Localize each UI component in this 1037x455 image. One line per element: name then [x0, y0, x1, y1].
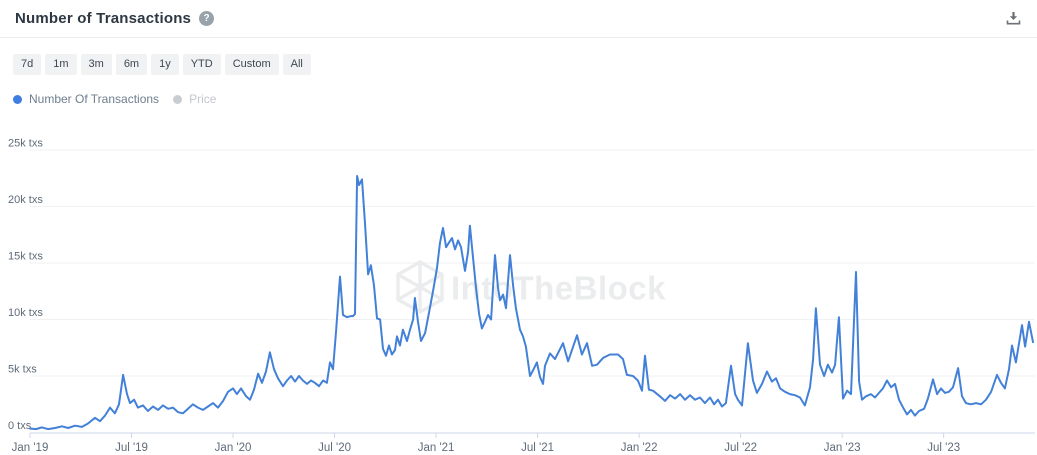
- x-axis-label: Jan '20: [215, 442, 252, 454]
- chart-legend: Number Of Transactions Price: [13, 92, 1037, 106]
- y-axis-label: 10k txs: [8, 307, 43, 319]
- range-button-6m[interactable]: 6m: [115, 54, 148, 76]
- range-button-3m[interactable]: 3m: [80, 54, 112, 76]
- legend-item-price[interactable]: Price: [173, 92, 216, 106]
- legend-label: Price: [189, 92, 217, 107]
- x-axis-label: Jul '21: [521, 442, 554, 454]
- transactions-line-series: [29, 175, 1034, 431]
- legend-item-transactions[interactable]: Number Of Transactions: [13, 92, 159, 106]
- time-range-selector: 7d 1m 3m 6m 1y YTD Custom All: [13, 54, 1037, 76]
- y-axis-label: 5k txs: [8, 364, 37, 376]
- download-icon[interactable]: [1005, 10, 1022, 27]
- watermark-logo: IntoTheBlock: [396, 260, 666, 314]
- range-button-1m[interactable]: 1m: [45, 54, 77, 76]
- range-button-1y[interactable]: 1y: [151, 54, 179, 76]
- page-title: Number of Transactions: [15, 10, 192, 27]
- y-axis-label: 20k txs: [8, 194, 43, 206]
- chart-header: Number of Transactions ?: [0, 0, 1037, 38]
- range-button-7d[interactable]: 7d: [13, 54, 42, 76]
- x-axis-label: Jan '22: [621, 442, 658, 454]
- legend-dot-transactions: [13, 94, 22, 104]
- x-axis-label: Jan '21: [418, 442, 455, 454]
- y-axis-label: 0 txs: [8, 420, 32, 432]
- x-axis-label: Jul '23: [927, 442, 960, 454]
- range-button-all[interactable]: All: [282, 54, 311, 76]
- legend-label: Number Of Transactions: [29, 92, 160, 107]
- x-axis-label: Jul '19: [115, 442, 148, 454]
- y-axis-label: 25k txs: [8, 138, 43, 150]
- range-button-ytd[interactable]: YTD: [182, 54, 221, 76]
- x-axis-label: Jan '19: [12, 442, 49, 454]
- watermark-text: IntoTheBlock: [451, 270, 666, 307]
- range-button-custom[interactable]: Custom: [224, 54, 279, 76]
- legend-dot-price: [173, 94, 183, 104]
- x-axis-label: Jan '23: [824, 442, 861, 454]
- x-axis-label: Jul '20: [318, 442, 351, 454]
- help-icon[interactable]: ?: [199, 11, 215, 26]
- chart-canvas[interactable]: 25k txs 20k txs 15k txs 10k txs 5k txs 0 txs J…: [0, 106, 1037, 455]
- x-axis-label: Jul '22: [724, 442, 757, 454]
- y-axis-label: 15k txs: [8, 251, 43, 263]
